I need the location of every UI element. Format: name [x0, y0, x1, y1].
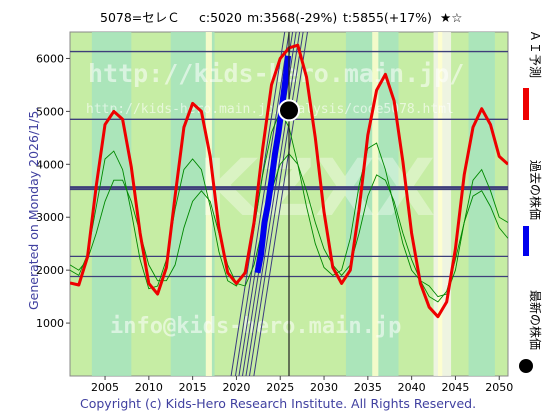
- x-tick-label-2040: 2040: [398, 381, 426, 394]
- band-6: [372, 32, 379, 376]
- x-tick-label-2020: 2020: [222, 381, 250, 394]
- x-tick-label-2010: 2010: [135, 381, 163, 394]
- legend-ai-swatch: [523, 88, 529, 120]
- x-tick-label-2045: 2045: [441, 381, 469, 394]
- header-min: m:3568(-29%): [247, 10, 337, 25]
- legend-past-label: 過去の株価: [528, 160, 543, 220]
- legend-ai-label: ＡＩ予測: [528, 30, 542, 78]
- x-tick-label-2005: 2005: [91, 381, 119, 394]
- x-tick-label-2035: 2035: [354, 381, 382, 394]
- copyright: Copyright (c) Kids-Hero Research Institu…: [80, 396, 476, 411]
- y-tick-label-3000: 3000: [36, 211, 64, 224]
- legend-latest-swatch: [519, 359, 533, 373]
- y-tick-label-6000: 6000: [36, 52, 64, 65]
- band-0: [91, 32, 132, 376]
- series-past-price: [254, 55, 292, 274]
- header-target: t:5855(+17%): [343, 10, 432, 25]
- trend-line-6: [253, 32, 309, 376]
- band-4: [468, 32, 495, 376]
- x-axis-ticks: 2005 2010 2015 2020 2025 2030 2035 2040 2045 2050: [91, 376, 513, 394]
- latest-price-marker: [278, 99, 300, 122]
- x-tick-label-2025: 2025: [266, 381, 294, 394]
- y-tick-label-2000: 2000: [36, 264, 64, 277]
- x-tick-label-2050: 2050: [485, 381, 513, 394]
- header-code: 5078=セレＣ: [100, 10, 180, 25]
- trend-line-5: [248, 32, 304, 376]
- x-tick-label-2030: 2030: [310, 381, 338, 394]
- y-axis-ticks: 1000 2000 3000 4000 5000 6000: [36, 52, 70, 330]
- x-tick-label-2015: 2015: [179, 381, 207, 394]
- band-5: [205, 32, 212, 376]
- generated-note: Generated on Monday 2026/1/5.: [26, 107, 41, 310]
- trend-line-1: [234, 32, 290, 376]
- header-current: c:5020: [199, 10, 242, 25]
- legend-latest-label: 最新の株価: [528, 290, 543, 350]
- y-tick-label-4000: 4000: [36, 158, 64, 171]
- plot-area: http://kids-hero.main.jp/ http://kids-he…: [69, 31, 509, 377]
- watermark-url-small: http://kids-hero.main.jp/analysis/code50…: [86, 102, 454, 117]
- y-tick-label-5000: 5000: [36, 105, 64, 118]
- legend-past-swatch: [523, 226, 529, 256]
- y-tick-label-1000: 1000: [36, 317, 64, 330]
- legend: ＡＩ予測 過去の株価 最新の株価: [519, 30, 543, 373]
- band-7: [437, 32, 443, 376]
- header-stars: ★☆: [440, 10, 462, 25]
- trend-line-4: [245, 32, 301, 376]
